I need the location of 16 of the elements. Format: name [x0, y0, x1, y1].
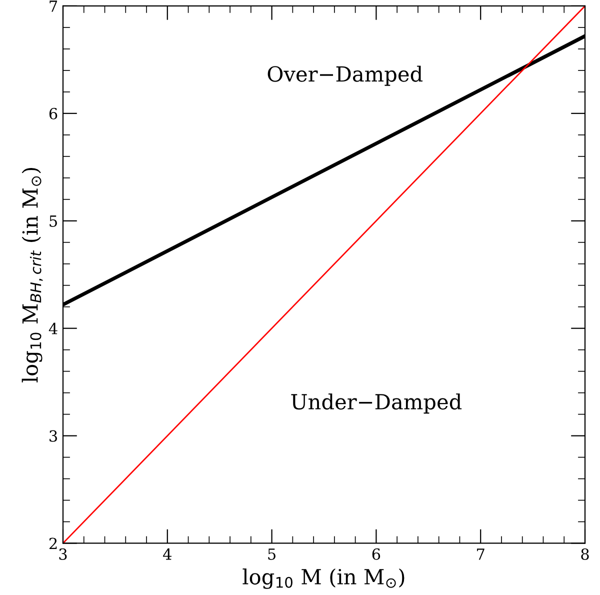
- annotation: Over−Damped: [268, 66, 422, 86]
- x-tick-label: 8: [581, 548, 589, 560]
- y-tick-label: 7: [50, 0, 58, 12]
- x-tick-label: 3: [59, 548, 67, 560]
- y-tick-label: 6: [49, 108, 58, 120]
- x-axis-title: log$_{10}$ M (in M$_{⊙}$): [242, 568, 404, 589]
- x-tick-label: 6: [372, 548, 380, 560]
- x-tick-label: 4: [163, 548, 172, 560]
- y-tick-label: 4: [48, 322, 58, 334]
- y-tick-label: 3: [50, 430, 58, 442]
- x-tick-label: 7: [477, 548, 484, 560]
- annotation: Under−Damped: [291, 393, 462, 414]
- y-axis-title: log$_{10}$ M$_{BH,crit}$ (in M$_{⊙}$): [22, 168, 43, 382]
- x-tick-label: 5: [268, 548, 276, 560]
- y-tick-label: 2: [49, 538, 57, 550]
- y-tick-label: 5: [50, 216, 57, 227]
